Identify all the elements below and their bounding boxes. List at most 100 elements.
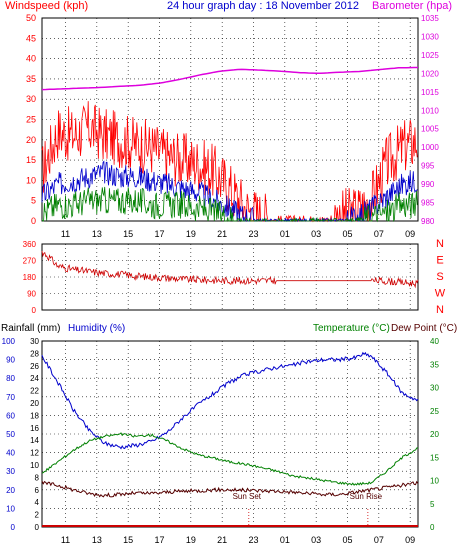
rainfall-y-tick-label: 4 <box>35 498 40 507</box>
barometer-y-tick-label: 1025 <box>421 51 439 60</box>
rainfall-y-tick-label: 12 <box>30 449 39 458</box>
barometer-y-tick-label: 1000 <box>421 143 439 152</box>
direction-compass-label: S <box>436 271 443 283</box>
barometer-y-tick-label: 985 <box>421 199 435 208</box>
wind-gust-series <box>41 101 418 223</box>
direction-compass-label: E <box>436 255 443 267</box>
wind-y-tick-label: 5 <box>31 196 36 206</box>
rainfall-y-tick-label: 10 <box>30 461 39 470</box>
humidity-y-tick-label: 70 <box>6 393 15 402</box>
wind-y-tick-label: 50 <box>26 13 36 23</box>
windspeed-axis-label: Windspeed (kph) <box>5 0 88 12</box>
dewpoint-axis-label: Dew Point (°C) <box>391 323 457 334</box>
wind-x-tick-label: 15 <box>123 229 133 239</box>
temperature-x-tick-label: 23 <box>248 535 258 545</box>
wind-x-tick-label: 11 <box>61 229 70 239</box>
wind-x-tick-label: 09 <box>405 229 415 239</box>
temperature-x-tick-label: 05 <box>342 535 352 545</box>
wind-y-tick-label: 25 <box>26 115 36 125</box>
direction-y-tick-label: 90 <box>27 290 36 299</box>
temperature-y-tick-label: 0 <box>430 523 435 532</box>
humidity-y-tick-label: 50 <box>6 430 15 439</box>
direction-series <box>41 250 419 289</box>
temperature-x-tick-label: 09 <box>405 535 415 545</box>
barometer-y-tick-label: 1010 <box>421 106 439 115</box>
rainfall-y-tick-label: 18 <box>30 411 39 420</box>
barometer-y-tick-label: 1030 <box>421 32 439 41</box>
temperature-y-tick-label: 35 <box>430 360 439 369</box>
wind-y-tick-label: 40 <box>26 54 36 64</box>
rainfall-y-tick-label: 8 <box>35 473 40 482</box>
wind-x-tick-label: 23 <box>248 229 258 239</box>
wind-y-tick-label: 30 <box>26 94 36 104</box>
humidity-y-tick-label: 90 <box>6 356 15 365</box>
wind-x-tick-label: 17 <box>154 229 164 239</box>
rainfall-y-tick-label: 28 <box>30 349 39 358</box>
temperature-x-tick-label: 15 <box>123 535 133 545</box>
wind-average-series <box>41 160 418 223</box>
wind-y-tick-label: 35 <box>26 74 36 84</box>
temperature-y-tick-label: 15 <box>430 453 439 462</box>
rainfall-y-tick-label: 30 <box>30 337 39 346</box>
wind-x-tick-label: 01 <box>280 229 290 239</box>
wind-y-tick-label: 15 <box>26 155 36 165</box>
temperature-x-tick-label: 07 <box>374 535 384 545</box>
temperature-x-tick-label: 01 <box>280 535 290 545</box>
direction-y-tick-label: 0 <box>32 306 37 315</box>
sunset-label: Sun Set <box>233 492 262 501</box>
barometer-y-tick-label: 1035 <box>421 14 439 23</box>
rainfall-y-tick-label: 0 <box>35 523 40 532</box>
barometer-y-tick-label: 990 <box>421 180 435 189</box>
temperature-y-tick-label: 30 <box>430 384 439 393</box>
temperature-y-tick-label: 5 <box>430 500 435 509</box>
temperature-x-tick-label: 03 <box>311 535 321 545</box>
dewpoint-series <box>41 480 419 498</box>
rainfall-y-tick-label: 24 <box>30 374 39 383</box>
direction-compass-label: N <box>436 238 444 250</box>
humidity-y-tick-label: 30 <box>6 467 15 476</box>
rainfall-y-tick-label: 22 <box>30 387 39 396</box>
rainfall-y-tick-label: 20 <box>30 399 39 408</box>
temperature-x-tick-label: 11 <box>61 535 70 545</box>
wind-x-tick-label: 13 <box>92 229 102 239</box>
humidity-series <box>41 351 419 450</box>
wind-y-tick-label: 45 <box>26 33 36 43</box>
temperature-x-tick-label: 13 <box>92 535 102 545</box>
humidity-y-tick-label: 100 <box>2 337 16 346</box>
barometer-y-tick-label: 995 <box>421 162 435 171</box>
wind-y-tick-label: 10 <box>26 175 36 185</box>
temperature-x-tick-label: 17 <box>154 535 164 545</box>
humidity-axis-label: Humidity (%) <box>68 323 125 334</box>
wind-y-tick-label: 0 <box>31 216 36 226</box>
temperature-axis-label: Temperature (°C) <box>313 323 390 334</box>
wind-y-tick-label: 20 <box>26 135 36 145</box>
wind-low-series <box>41 186 418 223</box>
rainfall-y-tick-label: 2 <box>35 511 40 520</box>
direction-y-tick-label: 360 <box>23 240 37 249</box>
barometer-y-tick-label: 1015 <box>421 88 439 97</box>
rainfall-y-tick-label: 6 <box>35 486 40 495</box>
temperature-series <box>41 432 419 486</box>
wind-x-tick-label: 03 <box>311 229 321 239</box>
temperature-y-tick-label: 20 <box>430 430 439 439</box>
direction-y-tick-label: 270 <box>23 257 37 266</box>
humidity-y-tick-label: 0 <box>11 523 16 532</box>
barometer-y-tick-label: 980 <box>421 217 435 226</box>
temperature-x-tick-label: 21 <box>217 535 227 545</box>
temperature-y-tick-label: 25 <box>430 407 439 416</box>
rainfall-y-tick-label: 14 <box>30 436 39 445</box>
wind-x-tick-label: 21 <box>217 229 227 239</box>
humidity-y-tick-label: 10 <box>6 504 15 513</box>
wind-x-tick-label: 07 <box>374 229 384 239</box>
barometer-axis-label: Barometer (hpa) <box>372 0 452 12</box>
graph-title: 24 hour graph day : 18 November 2012 <box>167 0 359 12</box>
rainfall-y-tick-label: 26 <box>30 362 39 371</box>
barometer-y-tick-label: 1020 <box>421 69 439 78</box>
rainfall-y-tick-label: 16 <box>30 424 39 433</box>
direction-compass-label: W <box>435 288 446 300</box>
barometer-y-tick-label: 1005 <box>421 125 439 134</box>
humidity-y-tick-label: 60 <box>6 411 15 420</box>
rainfall-axis-label: Rainfall (mm) <box>1 323 60 334</box>
direction-compass-label: N <box>436 304 444 316</box>
